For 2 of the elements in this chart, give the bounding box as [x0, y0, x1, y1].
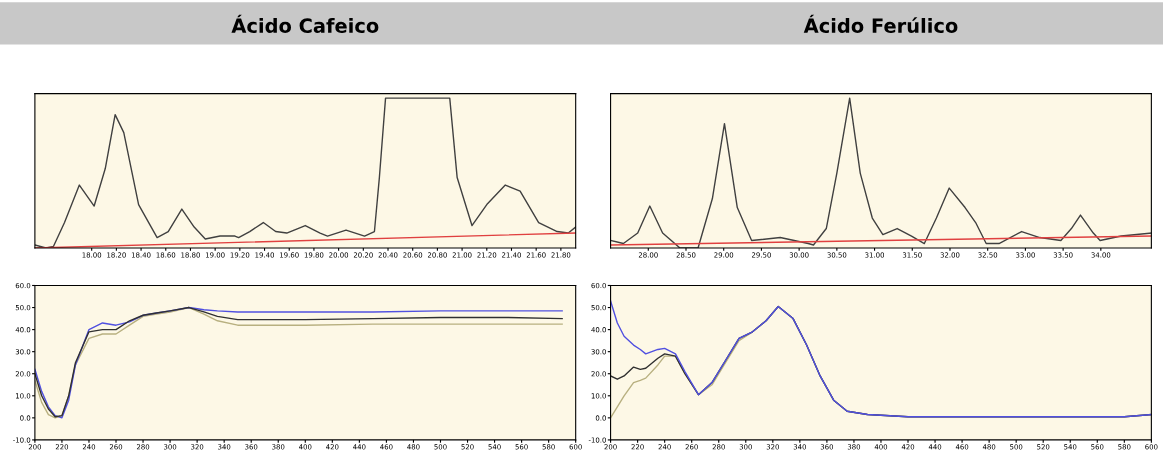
- chart-title: Ácido Ferúlico: [803, 14, 958, 34]
- chart-title: Ácido Cafeico: [231, 14, 379, 34]
